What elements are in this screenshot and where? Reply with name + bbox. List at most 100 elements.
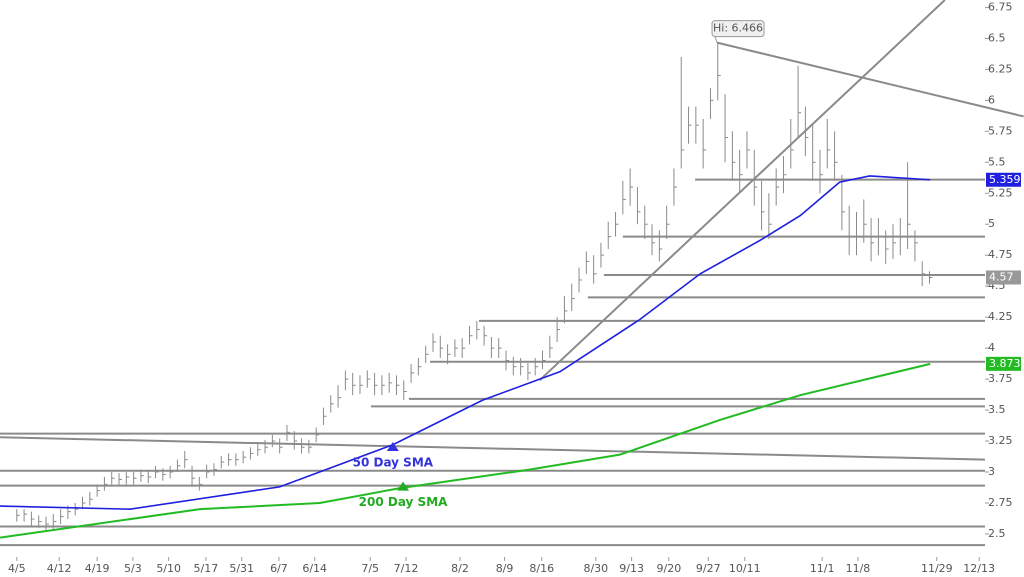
ohlc-bar xyxy=(432,333,436,352)
price-label: 4.57 xyxy=(989,271,1014,284)
ohlc-bar xyxy=(622,180,626,215)
price-label: 3.873 xyxy=(989,357,1021,370)
ohlc-bar xyxy=(23,509,28,522)
ohlc-bar xyxy=(914,230,918,262)
y-tick-label: 3.75 xyxy=(988,372,1013,385)
x-tick-label: 8/30 xyxy=(583,562,608,575)
ohlc-bar xyxy=(490,336,495,359)
ohlc-bar xyxy=(498,338,502,359)
ohlc-bar xyxy=(374,372,378,396)
ohlc-bar xyxy=(337,385,342,408)
ohlc-bar xyxy=(206,464,210,479)
y-tick-label: 6.5 xyxy=(988,31,1006,44)
ohlc-bar xyxy=(819,149,823,194)
x-tick-label: 5/10 xyxy=(156,562,181,575)
ohlc-bar xyxy=(447,344,451,365)
ohlc-bar xyxy=(870,218,875,262)
ohlc-bar xyxy=(169,465,174,479)
ohlc-bar xyxy=(454,339,458,357)
ohlc-bar xyxy=(381,375,385,396)
ohlc-bar xyxy=(198,476,203,491)
y-tick-label: 3 xyxy=(988,465,995,478)
high-label-box xyxy=(711,20,765,38)
ohlc-bar xyxy=(585,251,590,274)
annotation-label: 50 Day SMA xyxy=(353,455,434,469)
y-tick-label: 3.25 xyxy=(988,434,1013,447)
ohlc-bar xyxy=(140,469,144,482)
ohlc-bar xyxy=(315,427,320,443)
ohlc-bar xyxy=(38,515,42,528)
trendline xyxy=(716,41,1024,118)
ohlc-bar xyxy=(644,205,648,240)
x-tick-label: 4/12 xyxy=(47,562,72,575)
ohlc-bar xyxy=(534,358,539,376)
price-label-box xyxy=(986,356,1021,371)
x-tick-label: 6/7 xyxy=(270,562,288,575)
ohlc-bar xyxy=(658,230,663,262)
ohlc-bar xyxy=(235,453,239,466)
ohlc-bar xyxy=(790,118,794,169)
ohlc-bar xyxy=(512,356,517,376)
annotation-marker xyxy=(386,441,399,451)
x-tick-label: 4/19 xyxy=(85,562,110,575)
ohlc-bar xyxy=(439,335,444,359)
ohlc-bar xyxy=(279,438,283,454)
ohlc-bar xyxy=(921,261,926,287)
ohlc-bar xyxy=(629,168,634,206)
ohlc-bar xyxy=(30,511,35,527)
price-label-box xyxy=(986,270,1021,285)
ohlc-bar xyxy=(118,473,123,486)
moving-average xyxy=(0,175,931,510)
ohlc-bar xyxy=(812,125,816,181)
ohlc-bar xyxy=(607,221,612,250)
x-tick-label: 9/27 xyxy=(696,562,721,575)
ohlc-bar xyxy=(695,106,699,144)
ohlc-bar xyxy=(271,434,276,448)
ohlc-bar xyxy=(483,325,488,346)
y-tick-label: 4.75 xyxy=(988,248,1013,261)
ohlc-bar xyxy=(892,224,896,259)
ohlc-bar xyxy=(352,372,356,396)
annotation-marker xyxy=(397,481,410,491)
ohlc-bar xyxy=(848,205,853,256)
x-tick-label: 7/12 xyxy=(394,562,419,575)
ohlc-bar xyxy=(111,471,115,485)
x-tick-label: 8/16 xyxy=(529,562,554,575)
ohlc-bar xyxy=(147,470,152,484)
ohlc-bar xyxy=(417,358,422,376)
ohlc-bar xyxy=(855,211,860,256)
ohlc-bar xyxy=(520,358,524,376)
ohlc-bar xyxy=(593,255,597,284)
x-tick-label: 5/31 xyxy=(229,562,254,575)
ohlc-bar xyxy=(680,56,685,169)
ohlc-bar xyxy=(863,199,867,243)
x-tick-label: 11/1 xyxy=(810,562,835,575)
ohlc-bar xyxy=(16,509,20,522)
x-tick-label: 8/2 xyxy=(451,562,469,575)
x-tick-label: 5/17 xyxy=(194,562,219,575)
ohlc-bar xyxy=(885,230,889,264)
ohlc-bar xyxy=(52,514,57,529)
ohlc-bar xyxy=(717,42,721,101)
ohlc-bar xyxy=(74,502,79,516)
y-tick-label: 4.25 xyxy=(988,310,1013,323)
ohlc-bar xyxy=(782,156,787,194)
ohlc-bar xyxy=(249,447,254,460)
ohlc-bar xyxy=(213,463,217,476)
x-tick-label: 9/20 xyxy=(656,562,681,575)
ohlc-bar xyxy=(425,345,429,363)
ohlc-bar xyxy=(96,484,101,497)
ohlc-bar xyxy=(162,468,166,481)
x-tick-label: 9/13 xyxy=(619,562,644,575)
ohlc-bar xyxy=(804,106,809,157)
y-tick-label: 6.75 xyxy=(988,0,1013,13)
ohlc-bar xyxy=(899,218,904,256)
y-tick-label: 2.5 xyxy=(988,527,1006,540)
ohlc-bar xyxy=(89,491,93,506)
ohlc-bar xyxy=(673,168,677,206)
ohlc-bar xyxy=(286,424,290,442)
ohlc-bar xyxy=(293,431,298,450)
ohlc-bar xyxy=(395,375,400,396)
ohlc-bar xyxy=(527,362,531,381)
